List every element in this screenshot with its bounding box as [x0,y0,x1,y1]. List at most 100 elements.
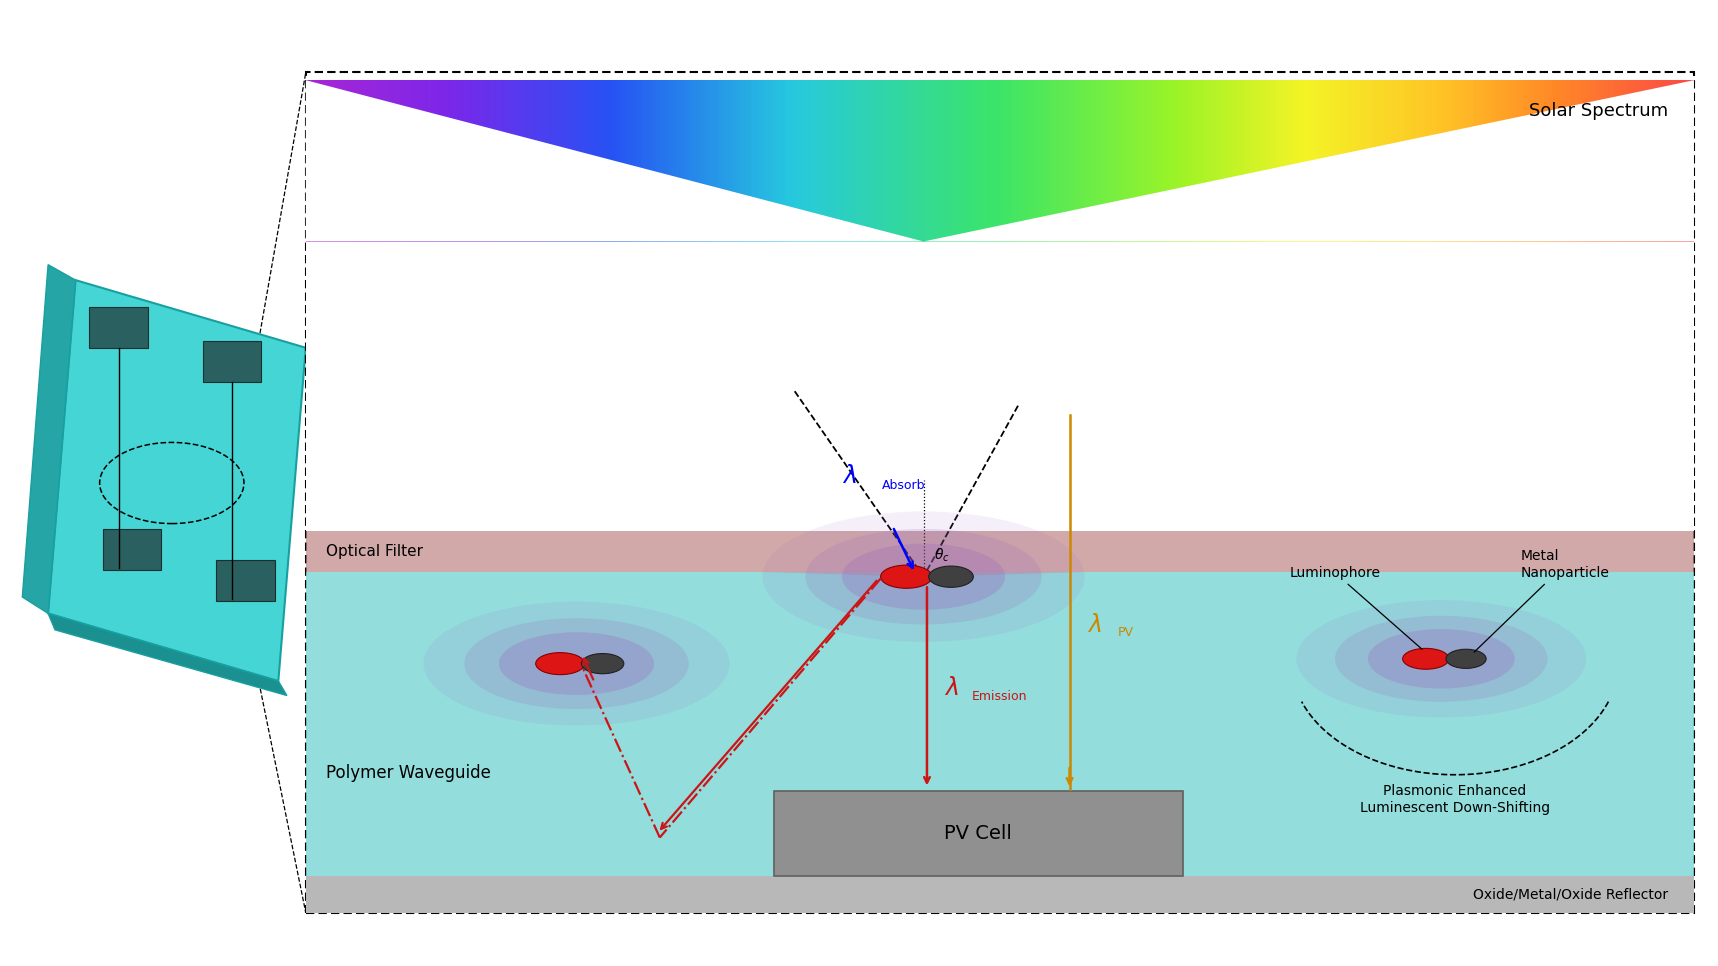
Text: Solar Spectrum: Solar Spectrum [1529,102,1668,120]
Bar [1139,80,1141,241]
Bar [605,80,606,241]
Bar [1087,80,1091,241]
Bar [1199,80,1201,241]
Text: Metal
Nanoparticle: Metal Nanoparticle [1474,550,1610,652]
Bar [960,80,962,241]
Bar [1294,80,1295,241]
Bar [679,80,680,241]
Text: $\lambda$: $\lambda$ [945,676,959,700]
Bar [620,80,622,241]
Bar [1374,80,1378,241]
Bar [514,80,517,241]
Bar [553,80,555,241]
Bar [1572,80,1574,241]
Bar [874,80,878,241]
Bar [539,80,541,241]
Text: $\lambda$: $\lambda$ [1087,613,1101,637]
Bar [1180,80,1182,241]
Bar [1613,80,1615,241]
Bar [734,80,735,241]
Bar [1481,80,1483,241]
Bar [1264,80,1266,241]
Bar [326,80,328,241]
Bar [1041,80,1045,241]
Bar [1108,80,1112,241]
Ellipse shape [464,618,689,709]
Bar [545,80,546,241]
Bar [859,80,861,241]
Bar [1656,80,1660,241]
Bar [1067,80,1069,241]
Bar [661,80,665,241]
Bar [1472,80,1474,241]
Text: Optical Filter: Optical Filter [326,544,423,559]
Bar [979,80,981,241]
Bar [481,80,484,241]
Bar [338,80,340,241]
Ellipse shape [1297,600,1586,718]
Bar [495,80,498,241]
Bar [313,80,314,241]
Bar [795,80,799,241]
Bar [306,242,1694,531]
Bar [533,80,534,241]
Bar [1575,80,1579,241]
Bar [1252,80,1254,241]
Bar [1201,80,1204,241]
Ellipse shape [1335,615,1548,702]
Bar [1388,80,1392,241]
Bar [519,80,521,241]
Bar [931,80,933,241]
Bar [866,80,868,241]
Bar [1259,80,1261,241]
Bar [885,80,886,241]
Bar [653,80,655,241]
Bar [405,80,407,241]
Bar [1142,80,1146,241]
Bar [1168,80,1172,241]
Bar [417,80,419,241]
Bar [1106,80,1108,241]
Bar [412,80,414,241]
Bar [746,80,747,241]
Bar [818,80,819,241]
Bar [328,80,332,241]
Bar [1359,80,1361,241]
Polygon shape [761,572,1087,577]
Bar [340,80,344,241]
Bar [981,80,984,241]
Bar [1514,80,1515,241]
Bar [1380,80,1381,241]
Bar [584,80,586,241]
Text: Emission: Emission [972,690,1027,702]
Bar [1228,80,1232,241]
Ellipse shape [881,565,933,588]
Bar [354,80,357,241]
Bar [694,80,698,241]
Bar [371,80,373,241]
Bar [345,80,347,241]
Bar [1349,80,1352,241]
Bar [775,80,778,241]
Bar [1661,80,1663,241]
Bar [993,80,995,241]
Bar [1649,80,1653,241]
Bar [948,80,952,241]
Bar [1440,80,1441,241]
Bar [1627,80,1629,241]
Bar [321,80,325,241]
Bar [1033,80,1034,241]
Bar [771,80,773,241]
Bar [1596,80,1599,241]
Bar [1051,80,1053,241]
Bar [861,80,864,241]
Bar [651,80,653,241]
Bar [732,80,734,241]
Text: Plasmonic Enhanced
Luminescent Down-Shifting: Plasmonic Enhanced Luminescent Down-Shif… [1361,784,1550,814]
Bar [1505,80,1507,241]
Bar [1101,80,1105,241]
Bar [1100,80,1101,241]
Bar [1220,80,1221,241]
Bar [478,80,479,241]
Bar [555,80,558,241]
